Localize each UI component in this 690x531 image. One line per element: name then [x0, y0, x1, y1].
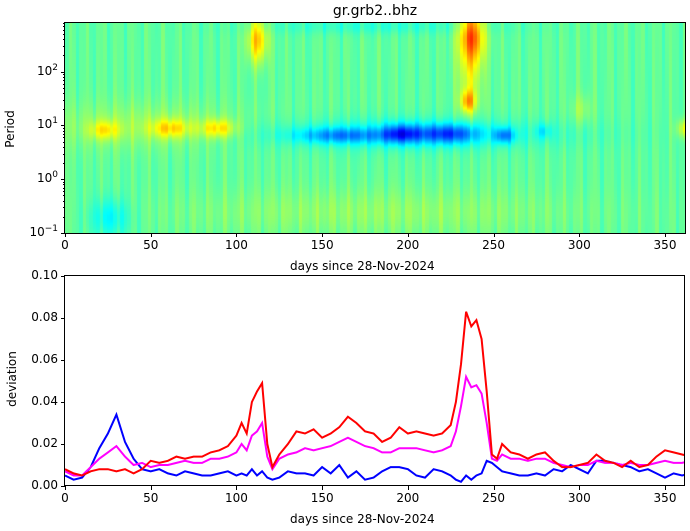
tick-mark: [63, 45, 65, 47]
tick-mark: [65, 486, 66, 490]
tick-mark: [63, 130, 65, 132]
tick-mark: [63, 146, 65, 148]
tick-mark: [61, 402, 65, 403]
tick-mark: [63, 79, 65, 81]
chart-title: gr.grb2..bhz: [332, 3, 418, 19]
bottom-y-tick-label: 0.04: [31, 394, 58, 408]
tick-mark: [322, 233, 324, 237]
top-x-tick-label: 250: [482, 238, 506, 252]
tick-mark: [407, 486, 409, 490]
series-line-blue: [64, 411, 690, 484]
tick-mark: [236, 233, 238, 237]
tick-mark: [63, 137, 65, 139]
tick-mark: [61, 71, 65, 73]
series-line-magenta: [64, 373, 690, 477]
bottom-x-tick-label: 150: [310, 491, 334, 505]
tick-mark: [63, 23, 65, 24]
tick-mark: [63, 187, 65, 189]
tick-mark: [63, 76, 65, 78]
tick-mark: [63, 181, 65, 183]
tick-mark: [61, 125, 65, 127]
bottom-x-tick-label: 0: [61, 491, 69, 505]
tick-mark: [63, 200, 65, 202]
tick-mark: [61, 486, 65, 487]
tick-mark: [322, 486, 324, 490]
top-x-tick-label: 0: [61, 238, 69, 252]
tick-mark: [63, 39, 65, 41]
top-x-tick-label: 200: [396, 238, 420, 252]
top-x-tick-label: 50: [143, 238, 159, 252]
tick-mark: [63, 184, 65, 186]
tick-mark: [63, 216, 65, 218]
tick-mark: [407, 233, 409, 237]
bottom-x-tick-label: 100: [224, 491, 248, 505]
tick-mark: [63, 163, 65, 164]
tick-mark: [236, 486, 238, 490]
tick-mark: [61, 318, 65, 319]
tick-mark: [63, 99, 65, 101]
bottom-x-axis-label: days since 28-Nov-2024: [290, 512, 435, 526]
tick-mark: [63, 141, 65, 143]
tick-mark: [65, 233, 66, 237]
tick-mark: [63, 33, 65, 35]
series-line-red: [64, 311, 690, 477]
tick-mark: [150, 233, 152, 237]
tick-mark: [63, 109, 65, 111]
tick-mark: [665, 233, 666, 237]
tick-mark: [61, 360, 65, 361]
bottom-y-tick-label: 0.08: [31, 310, 58, 324]
tick-mark: [63, 93, 65, 94]
bottom-x-tick-label: 350: [653, 491, 677, 505]
tick-mark: [61, 444, 65, 445]
bottom-y-tick-label: 0.10: [31, 268, 58, 282]
top-y-tick-label: 101: [36, 116, 58, 132]
top-y-tick-label: 10−1: [29, 224, 58, 239]
tick-mark: [63, 83, 65, 85]
tick-mark: [579, 233, 581, 237]
tick-mark: [150, 486, 152, 490]
tick-mark: [493, 486, 495, 490]
tick-mark: [493, 233, 495, 237]
top-x-tick-label: 350: [653, 238, 677, 252]
top-x-tick-label: 300: [567, 238, 591, 252]
top-y-tick-label: 100: [36, 170, 58, 186]
tick-mark: [665, 486, 666, 490]
tick-mark: [63, 74, 65, 76]
line-chart-frame: [64, 275, 685, 486]
tick-mark: [63, 55, 65, 57]
tick-mark: [63, 26, 65, 28]
tick-mark: [61, 233, 65, 234]
tick-mark: [63, 127, 65, 129]
bottom-y-tick-label: 0.00: [31, 478, 58, 492]
tick-mark: [63, 195, 65, 197]
tick-mark: [63, 87, 65, 89]
tick-mark: [63, 191, 65, 193]
bottom-x-tick-label: 50: [143, 491, 159, 505]
bottom-x-tick-label: 200: [396, 491, 420, 505]
bottom-y-tick-label: 0.06: [31, 352, 58, 366]
bottom-x-tick-label: 250: [482, 491, 506, 505]
tick-mark: [61, 179, 65, 181]
top-x-tick-label: 150: [310, 238, 334, 252]
tick-mark: [579, 486, 581, 490]
top-x-axis-label: days since 28-Nov-2024: [290, 259, 435, 273]
tick-mark: [63, 29, 65, 31]
tick-mark: [63, 207, 65, 209]
bottom-x-tick-label: 300: [567, 491, 591, 505]
tick-mark: [63, 153, 65, 155]
tick-mark: [61, 276, 65, 277]
top-x-tick-label: 100: [224, 238, 248, 252]
spectrogram-heatmap: [65, 23, 685, 233]
bottom-y-tick-label: 0.02: [31, 436, 58, 450]
top-y-tick-label: 102: [36, 62, 58, 78]
tick-mark: [63, 133, 65, 135]
